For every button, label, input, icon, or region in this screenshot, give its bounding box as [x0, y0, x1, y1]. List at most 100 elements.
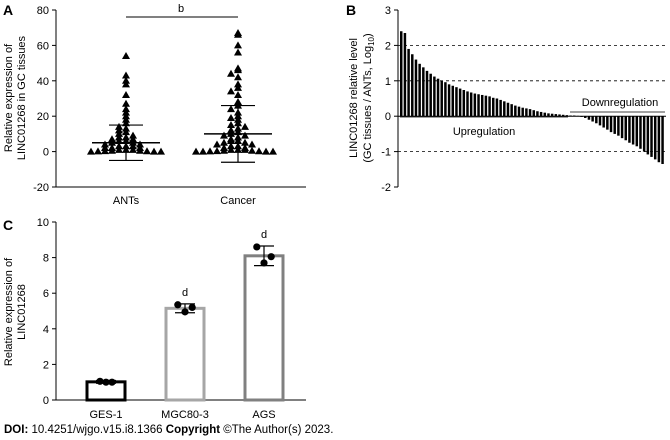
panel-b-bar	[514, 105, 517, 117]
panel-b-bar	[403, 33, 407, 117]
panel-c-data-point	[102, 378, 110, 386]
panel-c-bar-chart: Relative expression of LINC01268 0 2 4 6 8 10…	[3, 217, 306, 421]
copyright-value: ©The Author(s) 2023.	[223, 424, 334, 436]
panel-c-y-tick-label: 0	[43, 395, 49, 407]
panel-b-y-tick-label: -2	[381, 182, 391, 194]
panel-b-bar	[495, 98, 499, 117]
panel-b-bar	[458, 88, 462, 117]
panel-b-bar	[635, 116, 639, 147]
panel-b-bar	[598, 116, 602, 126]
panel-b-bar	[462, 90, 466, 117]
panel-a-data-point	[192, 147, 200, 155]
panel-c-significance-label: d	[261, 229, 267, 241]
panel-b-y-axis-label-main: (GC tissues / ANTs, Log	[362, 46, 374, 163]
panel-a-data-point	[122, 112, 130, 120]
panel-b-bar	[440, 80, 443, 117]
panel-b-bar	[400, 31, 403, 117]
panel-b-bar	[565, 115, 569, 117]
panel-b-bar	[657, 116, 661, 163]
panel-b-bar	[609, 116, 613, 133]
panel-b-bar	[436, 78, 440, 117]
panel-a-data-point	[248, 140, 256, 148]
panel-a-data-point	[255, 147, 263, 155]
panel-b-bar	[469, 92, 473, 117]
panel-a-data-point	[220, 146, 228, 154]
panel-a-data-point	[136, 140, 144, 148]
panel-a-data-point	[220, 131, 228, 139]
panel-b-y-tick-label: 0	[385, 111, 391, 123]
doi-value: 10.4251/wjgo.v15.i8.1366	[31, 424, 163, 436]
panel-b-bar	[455, 87, 458, 117]
panel-a-data-point	[241, 131, 249, 139]
panel-b-bar	[539, 111, 543, 117]
panel-a-scatter-chart: Relative expression of LINC01268 in GC t…	[3, 3, 306, 207]
panel-c-data-point	[96, 377, 104, 385]
panel-a-data-point	[143, 147, 151, 155]
panel-a-y-axis-label: Relative expression of LINC01268 in GC t…	[3, 35, 28, 160]
panel-a-data-point	[108, 146, 116, 154]
panel-a-data-point	[101, 140, 109, 148]
panel-a-data-point	[115, 129, 123, 137]
panel-b-bar	[503, 101, 506, 117]
panel-a-data-point	[220, 138, 228, 146]
panel-a-data-point	[122, 115, 130, 123]
panel-a-y-axis-label-line-1: Relative expression of	[3, 43, 15, 152]
panel-a-data-point	[241, 122, 249, 130]
panel-a-data-point	[227, 113, 235, 121]
panel-b-downregulation-label: Downregulation	[582, 97, 658, 109]
panel-c-y-tick-label: 6	[43, 288, 49, 300]
panel-a-y-tick-label: 60	[37, 40, 49, 52]
panel-b-y-axis-label-subscript: 10	[367, 36, 376, 45]
panel-b-bar	[477, 94, 480, 117]
panel-b-bar	[506, 102, 510, 117]
panel-b-bar	[554, 114, 558, 117]
panel-letter-b: B	[346, 2, 356, 18]
panel-c-category-label: AGS	[252, 409, 275, 421]
panel-c-y-tick-label: 8	[43, 253, 49, 265]
doi-copyright-footer: DOI: 10.4251/wjgo.v15.i8.1366 Copyright …	[4, 424, 333, 436]
panel-b-bar	[595, 116, 598, 124]
panel-a-data-point	[227, 126, 235, 134]
panel-b-bar	[451, 85, 455, 117]
panel-c-category-label: GES-1	[89, 409, 122, 421]
panel-b-bar	[536, 111, 539, 117]
panel-c-y-tick-label: 4	[43, 324, 49, 336]
panel-b-bar	[584, 116, 587, 118]
panel-a-data-point	[248, 146, 256, 154]
panel-b-bar	[499, 99, 502, 117]
panel-a-data-point	[157, 147, 165, 155]
panel-a-data-point	[129, 142, 137, 150]
panel-c-data-point	[188, 303, 196, 312]
panel-a-data-point	[122, 80, 130, 88]
panel-a-significance-label: b	[178, 3, 184, 15]
panel-b-y-tick-label: 2	[385, 40, 391, 52]
panel-b-y-tick-label: -1	[381, 147, 391, 159]
panel-a-data-point	[122, 105, 130, 113]
panel-a-y-tick-label: 80	[37, 5, 49, 17]
panel-b-bar	[411, 54, 414, 117]
panel-a-data-point	[122, 52, 130, 60]
panel-a-data-point	[234, 83, 242, 91]
panel-b-bar	[521, 107, 524, 117]
panel-b-bar	[447, 84, 451, 117]
panel-b-bar	[580, 116, 583, 117]
panel-a-data-point	[234, 73, 242, 81]
panel-a-y-tick-label: 0	[43, 147, 49, 159]
panel-a-data-point	[234, 66, 242, 74]
panel-b-y-axis-label-close: )	[362, 33, 374, 37]
panel-b-bar	[466, 91, 469, 117]
panel-b-bar	[422, 67, 425, 117]
panel-a-data-point	[269, 147, 277, 155]
panel-b-bar	[653, 116, 657, 160]
panel-b-bar	[444, 82, 447, 117]
panel-b-bar	[646, 116, 650, 155]
panel-c-category-label: MGC80-3	[161, 409, 209, 421]
panel-a-category-label: ANTs	[113, 195, 140, 207]
panel-b-bar	[602, 116, 605, 128]
panel-a-category-label: Cancer	[220, 195, 256, 207]
panel-a-data-point	[122, 71, 130, 79]
panel-b-bar	[569, 115, 572, 117]
panel-c-significance-label: d	[182, 287, 188, 299]
panel-a-data-point	[227, 142, 235, 150]
panel-c-data-point	[108, 378, 116, 386]
